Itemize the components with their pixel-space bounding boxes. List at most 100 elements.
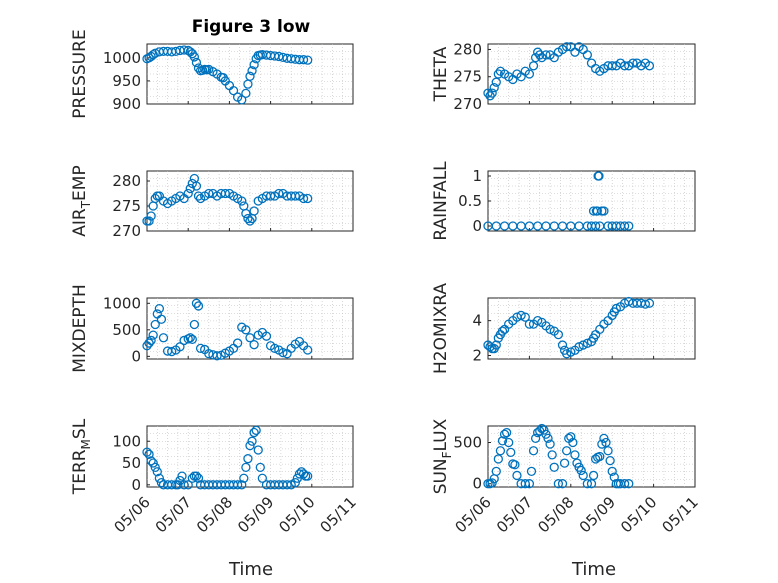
data-point <box>232 338 243 348</box>
y-tick-label: 280 <box>112 172 141 190</box>
y-axis-label: THETA <box>431 46 451 102</box>
data-point <box>245 216 255 226</box>
data-point <box>624 479 634 489</box>
y-tick-label: 500 <box>112 321 141 339</box>
data-point <box>491 77 501 87</box>
data-point <box>278 347 288 358</box>
x-axis-label-left: Time <box>228 559 273 580</box>
data-point <box>528 446 539 456</box>
data-point <box>185 333 195 343</box>
data-point <box>152 467 162 477</box>
y-axis-label: TERRMSL <box>70 418 93 495</box>
y-tick-label: 500 <box>453 433 482 451</box>
y-tick-label: 280 <box>453 40 482 58</box>
data-point <box>545 324 555 335</box>
data-point <box>173 480 183 490</box>
data-point <box>187 334 197 345</box>
data-point <box>232 480 243 490</box>
data-point <box>559 458 570 468</box>
data-point <box>154 473 165 483</box>
data-point <box>146 456 156 466</box>
y-tick-label: 0 <box>131 476 141 494</box>
data-point <box>557 340 568 350</box>
data-point <box>245 71 255 81</box>
x-tick-label: 05/09 <box>234 493 277 536</box>
data-point <box>144 216 154 226</box>
data-point <box>282 480 292 490</box>
data-point <box>619 61 630 71</box>
data-point <box>524 479 535 489</box>
data-point <box>578 340 588 350</box>
subplot-5: 0 500 1000 MIXDEPTH <box>70 284 354 373</box>
data-point <box>570 450 580 460</box>
figure-title: Figure 3 low <box>192 17 311 37</box>
data-point <box>533 316 543 326</box>
data-point <box>553 479 564 489</box>
data-point <box>644 61 655 71</box>
y-tick-label: 270 <box>112 222 141 240</box>
data-point <box>150 462 160 473</box>
data-point <box>597 439 607 449</box>
data-point <box>303 55 313 65</box>
data-point <box>265 191 276 201</box>
data-point <box>245 333 255 343</box>
data-point <box>568 437 578 448</box>
y-tick-label: 100 <box>112 432 141 450</box>
data-point <box>590 221 601 231</box>
data-point <box>504 437 514 448</box>
data-point <box>524 319 535 329</box>
y-axis-label: AIRTEMP <box>70 165 93 236</box>
data-point <box>576 465 586 476</box>
data-point <box>144 449 154 459</box>
data-point <box>557 479 568 489</box>
data-point <box>582 50 593 60</box>
data-point <box>624 221 634 231</box>
data-point <box>189 319 200 330</box>
data-point <box>594 171 604 181</box>
data-point <box>512 470 522 481</box>
data-point <box>243 454 253 464</box>
data-point <box>574 342 584 352</box>
data-point <box>249 206 259 216</box>
data-point <box>274 188 284 199</box>
data-point <box>241 88 251 99</box>
data-point <box>292 473 303 483</box>
data-point <box>193 191 204 201</box>
data-point <box>175 342 185 352</box>
data-point <box>189 52 200 62</box>
data-point <box>237 196 247 206</box>
data-point <box>249 427 259 438</box>
data-point <box>245 440 255 451</box>
data-point <box>228 85 239 96</box>
data-point <box>204 349 214 359</box>
y-axis-label: PRESSURE <box>70 29 90 118</box>
data-point <box>595 451 605 462</box>
y-tick-label: 1 <box>472 167 482 185</box>
x-tick-label: 05/07 <box>152 493 195 536</box>
y-tick-label: 1000 <box>103 49 141 67</box>
data-point <box>562 446 572 456</box>
data-point <box>562 42 572 52</box>
data-point <box>497 326 508 336</box>
data-point <box>640 299 650 309</box>
subplot-6: 2 4 H2OMIXRA <box>431 283 696 374</box>
data-point <box>303 345 313 355</box>
data-point <box>582 338 593 348</box>
data-point <box>607 61 617 71</box>
data-point <box>191 298 202 308</box>
x-axis-label-right: Time <box>571 559 616 580</box>
data-point <box>220 188 230 199</box>
data-point <box>290 191 300 201</box>
data-point <box>167 346 177 357</box>
data-point <box>156 477 167 488</box>
y-tick-label: 1000 <box>103 294 141 312</box>
data-point <box>547 450 557 460</box>
x-tick-label: 05/06 <box>111 493 154 536</box>
data-point <box>628 58 638 68</box>
y-tick-label: 275 <box>112 197 141 215</box>
subplot-4: 0 0.5 1 RAINFALL <box>431 161 696 241</box>
data-point <box>255 462 265 473</box>
data-point <box>543 433 553 444</box>
